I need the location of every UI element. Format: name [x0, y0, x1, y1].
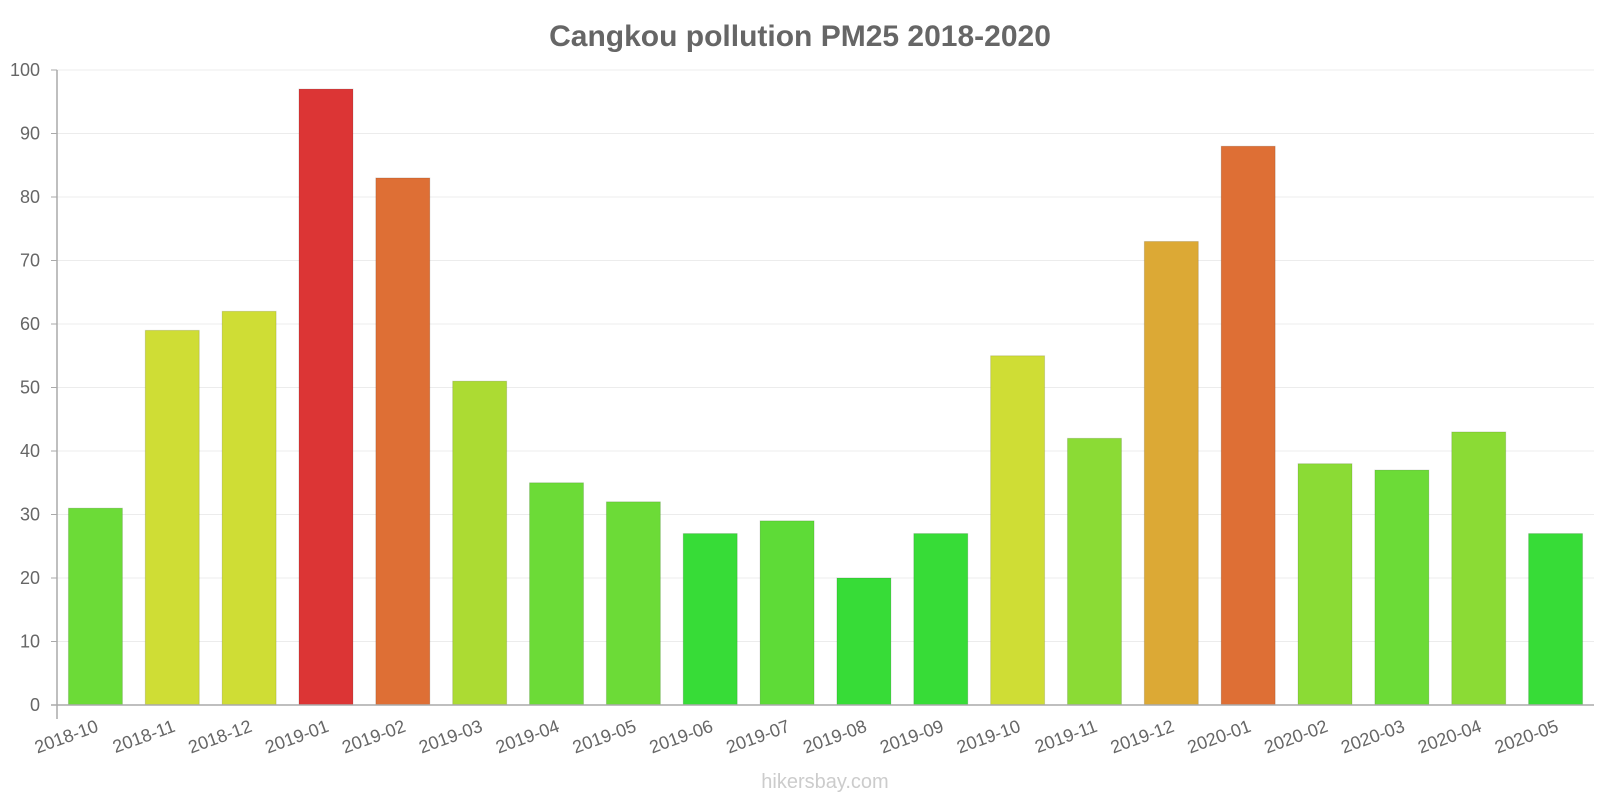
- y-tick-label: 50: [20, 378, 40, 398]
- y-tick-label: 60: [20, 314, 40, 334]
- x-tick-label: 2018-11: [110, 716, 178, 757]
- x-tick-label: 2019-08: [800, 716, 869, 757]
- x-tick-label: 2018-12: [186, 716, 255, 757]
- x-tick-label: 2019-06: [647, 716, 716, 757]
- y-tick-label: 70: [20, 251, 40, 271]
- y-axis-ticks: 0 10 20 30 40 50 60 70 80 90 100: [10, 60, 57, 715]
- y-tick-label: 80: [20, 187, 40, 207]
- bar-2018-12: [221, 310, 277, 706]
- x-tick-label: 2020-02: [1261, 716, 1330, 757]
- bar-2019-04: [529, 482, 585, 706]
- y-tick-label: 30: [20, 505, 40, 525]
- x-tick-label: 2019-01: [262, 716, 331, 757]
- bar-2019-11: [1066, 437, 1122, 706]
- x-tick-label: 2019-09: [877, 716, 946, 757]
- x-tick-label: 2019-03: [416, 716, 485, 757]
- bar-2019-12: [1143, 240, 1199, 706]
- x-tick-label: 2020-05: [1492, 716, 1561, 757]
- x-tick-label: 2020-03: [1338, 716, 1407, 757]
- bar-2019-06: [682, 533, 738, 706]
- bar-2019-05: [605, 501, 661, 706]
- x-tick-label: 2019-07: [724, 716, 793, 757]
- bar-2020-02: [1297, 463, 1353, 706]
- x-tick-label: 2019-11: [1032, 716, 1100, 757]
- y-tick-label: 90: [20, 124, 40, 144]
- x-tick-label: 2019-02: [339, 716, 408, 757]
- bar-2020-01: [1220, 145, 1276, 706]
- grid-lines: [57, 69, 1594, 706]
- x-tick-label: 2020-01: [1185, 716, 1254, 757]
- y-tick-label: 20: [20, 568, 40, 588]
- y-tick-label: 100: [10, 60, 40, 80]
- bar-2019-03: [452, 380, 508, 706]
- y-tick-label: 40: [20, 441, 40, 461]
- axes: [51, 70, 1594, 719]
- x-tick-label: 2019-10: [954, 716, 1023, 757]
- bar-2019-01: [298, 88, 354, 706]
- bar-2018-11: [144, 329, 200, 706]
- bar-2020-03: [1374, 469, 1430, 706]
- x-tick-label: 2019-04: [493, 716, 562, 757]
- bar-2019-09: [913, 533, 969, 706]
- y-tick-label: 0: [30, 695, 40, 715]
- bar-2020-05: [1528, 533, 1584, 706]
- bar-2020-04: [1451, 431, 1507, 706]
- bars: [67, 88, 1584, 706]
- y-tick-label: 10: [20, 632, 40, 652]
- x-tick-label: 2019-12: [1108, 716, 1177, 757]
- bar-2019-10: [990, 355, 1046, 706]
- watermark: hikersbay.com: [761, 771, 888, 793]
- bar-2019-08: [836, 577, 892, 706]
- x-tick-label: 2018-10: [32, 716, 101, 757]
- x-tick-label: 2019-05: [570, 716, 639, 757]
- bar-2019-07: [759, 520, 815, 706]
- bar-2019-02: [375, 177, 431, 706]
- x-tick-label: 2020-04: [1415, 716, 1484, 757]
- x-axis-ticks: 2018-10 2018-11 2018-12 2019-01 2019-02 2019-…: [32, 716, 1561, 757]
- bar-2018-10: [67, 507, 123, 706]
- chart-title: Cangkou pollution PM25 2018-2020: [549, 20, 1051, 53]
